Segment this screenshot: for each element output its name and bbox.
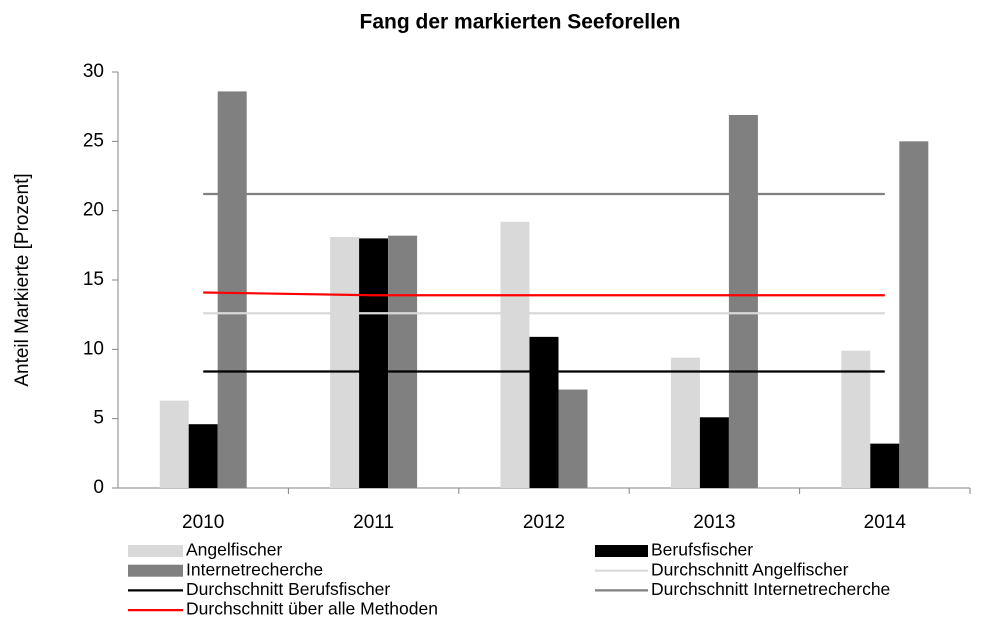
x-tick-label: 2014 (864, 512, 907, 533)
chart-title: Fang der markierten Seeforellen (360, 11, 681, 34)
bar (330, 237, 360, 488)
y-tick-label: 10 (83, 338, 104, 359)
y-tick-label: 30 (83, 61, 104, 82)
legend-label: Durchschnitt Berufsfischer (186, 579, 390, 599)
bar (359, 238, 389, 488)
bar (388, 235, 418, 488)
bar (841, 350, 871, 488)
bar (159, 400, 189, 488)
x-tick-label: 2011 (353, 512, 394, 533)
y-tick-label: 5 (93, 408, 104, 429)
legend-label: Durchschnitt Angelfischer (651, 559, 849, 579)
legend-label: Durchschnitt über alle Methoden (186, 599, 438, 619)
legend-label: Internetrecherche (186, 559, 323, 579)
bar (217, 91, 247, 488)
bar (870, 443, 900, 488)
y-tick-label: 0 (93, 477, 104, 498)
bar (728, 114, 758, 488)
bar (529, 336, 559, 488)
legend-swatch (128, 564, 183, 577)
bar (699, 417, 729, 488)
x-tick-label: 2013 (693, 512, 735, 533)
legend-swatch (595, 545, 648, 557)
y-tick-label: 20 (83, 200, 104, 221)
y-axis-label: Anteil Markierte [Prozent] (12, 173, 33, 386)
y-tick-label: 15 (83, 269, 104, 290)
bar (670, 357, 700, 488)
y-tick-label: 25 (83, 130, 104, 151)
x-tick-label: 2010 (182, 512, 224, 533)
legend-swatch (128, 545, 183, 557)
bar (500, 221, 530, 488)
legend-label: Durchschnitt Internetrecherche (651, 579, 890, 599)
legend-label: Berufsfischer (651, 540, 753, 560)
bar (558, 389, 588, 488)
line (203, 291, 885, 297)
bar (899, 141, 929, 489)
x-tick-label: 2012 (523, 512, 565, 533)
legend-label: Angelfischer (186, 540, 282, 560)
bar (188, 424, 218, 488)
